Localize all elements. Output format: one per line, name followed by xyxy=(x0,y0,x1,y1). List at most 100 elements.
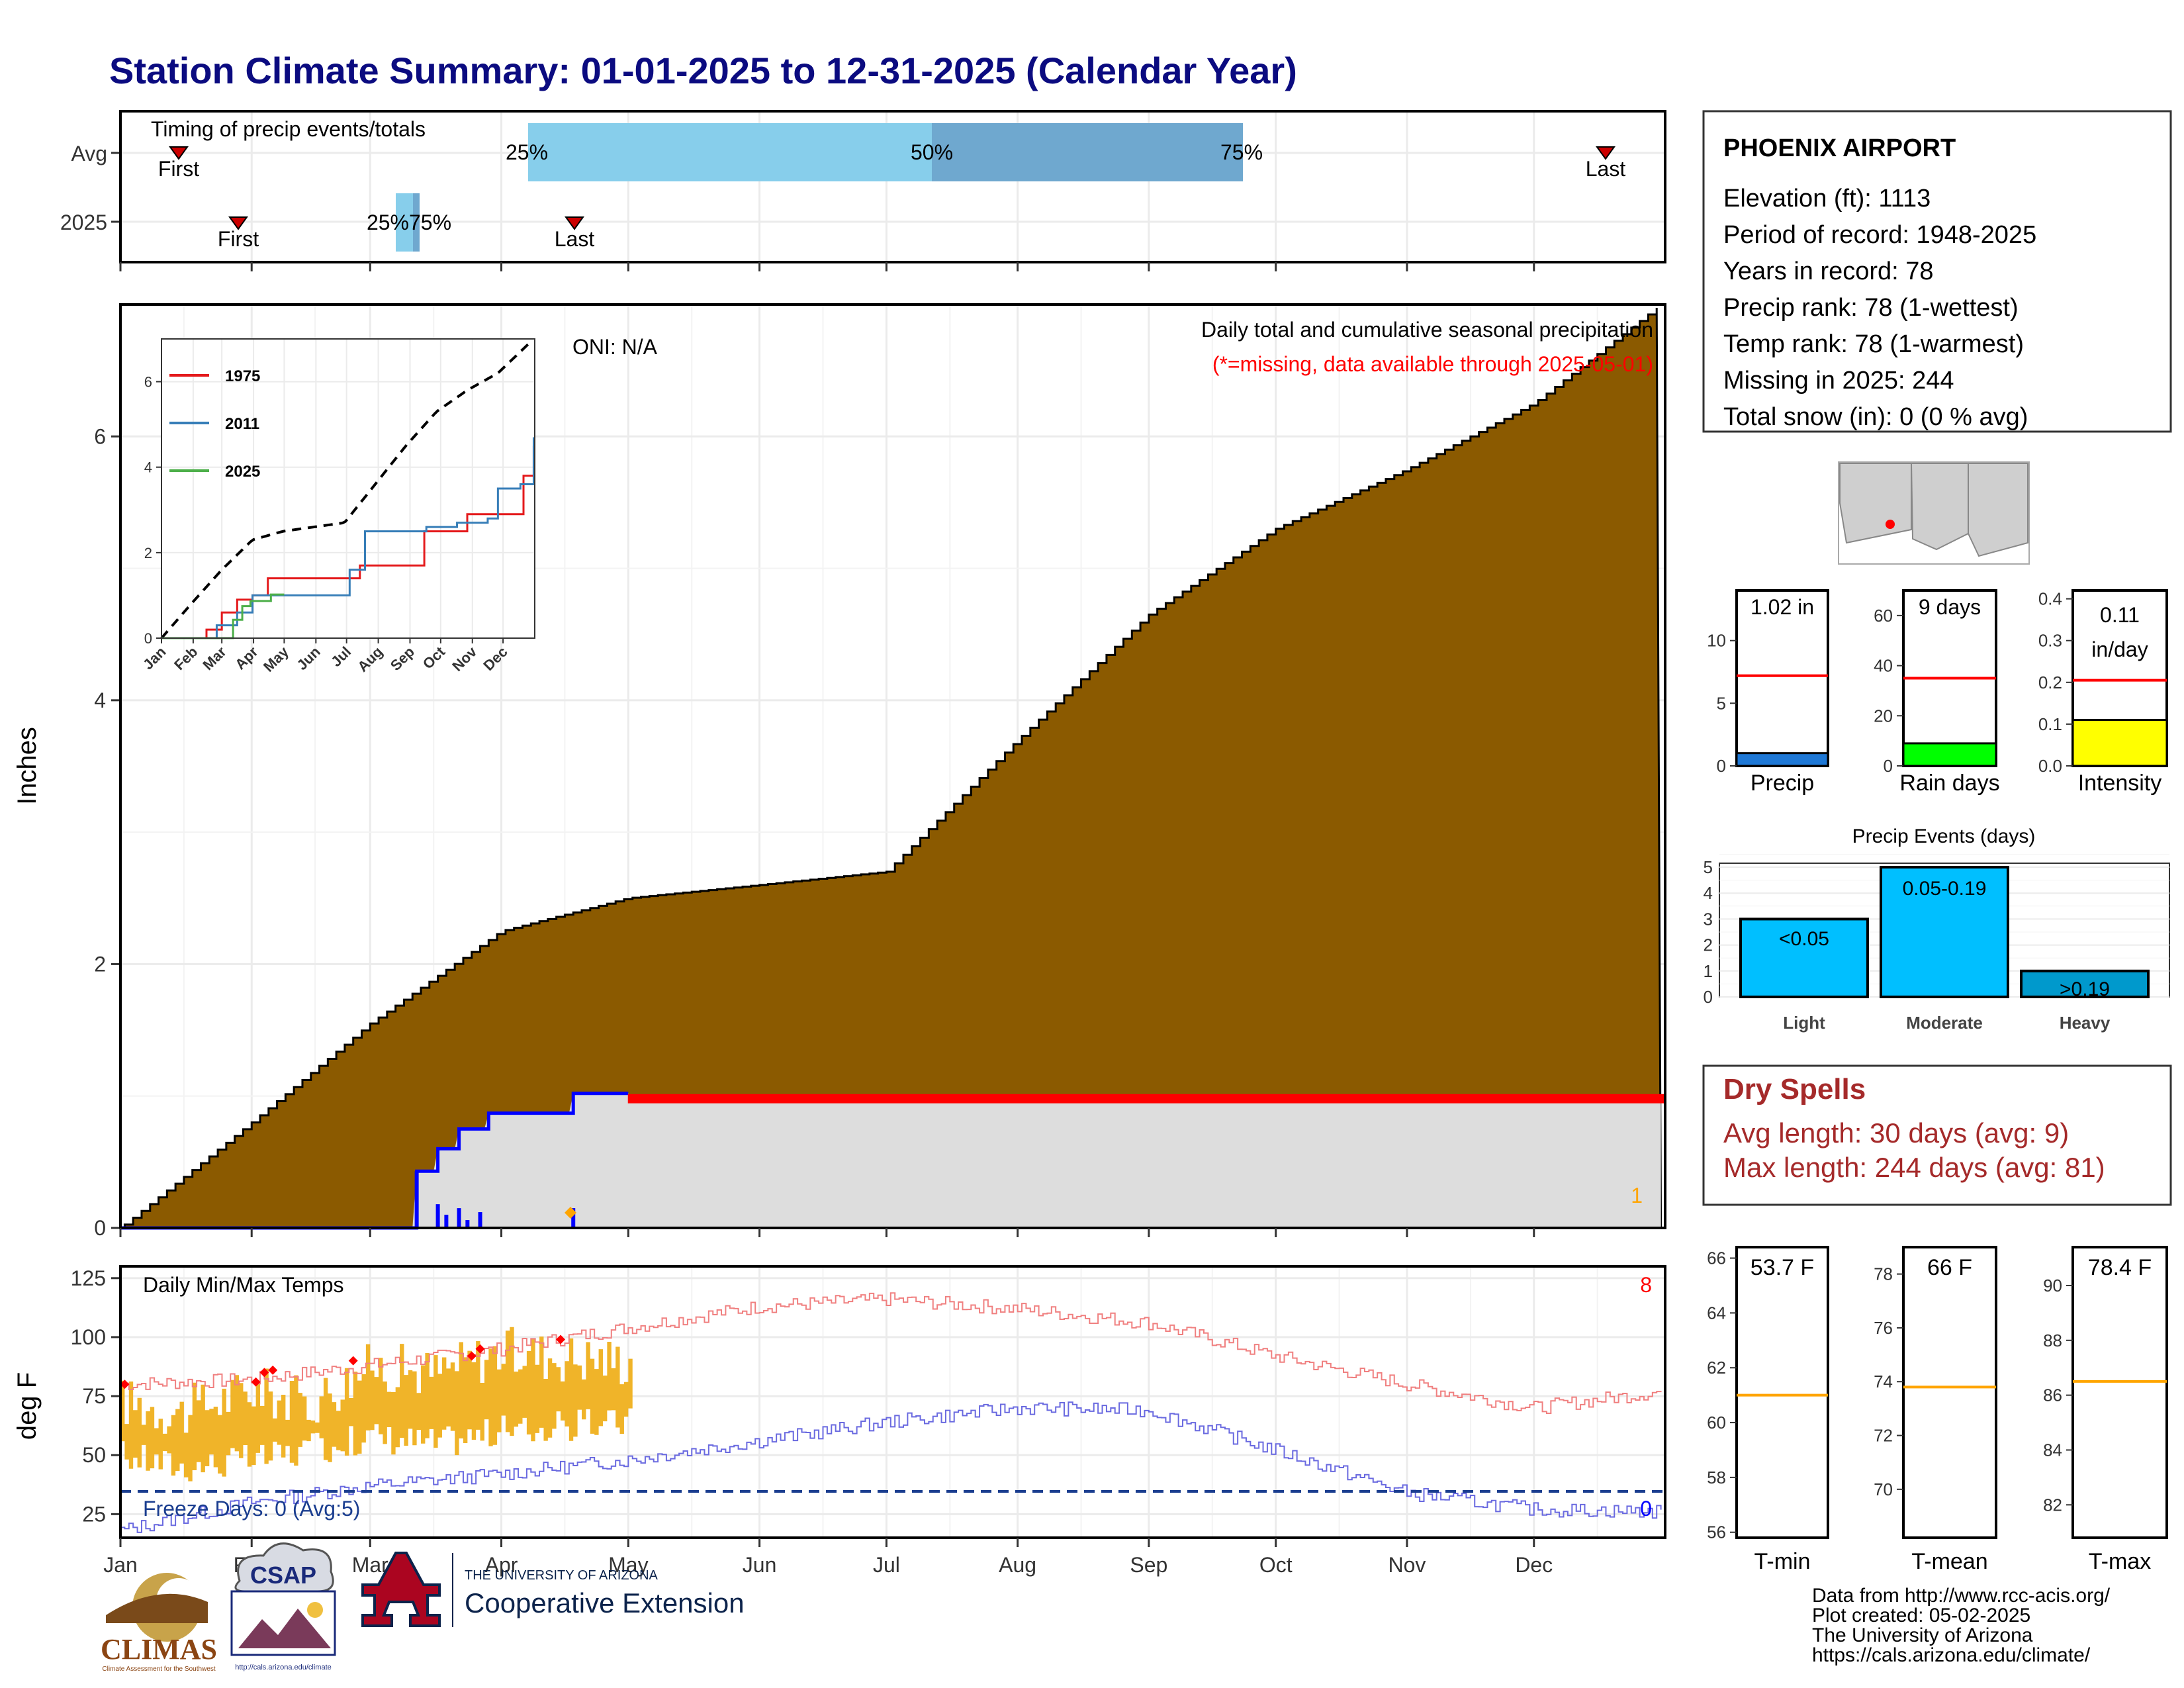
station-info-box: PHOENIX AIRPORT Elevation (ft): 1113 Peri… xyxy=(1702,110,2172,433)
dry-spells-title: Dry Spells xyxy=(1723,1073,1866,1105)
events-heavy-label: >0.19 xyxy=(2060,978,2110,1000)
daily-precip-bar xyxy=(457,1208,461,1228)
tmean-label: T-mean xyxy=(1911,1549,1987,1574)
timing-row-2025: 2025 xyxy=(60,211,107,234)
avg-last-marker xyxy=(1596,146,1615,160)
month-label: Jun xyxy=(743,1553,777,1577)
daily-precip-bar xyxy=(444,1215,449,1228)
inset-series-1975 xyxy=(161,445,535,639)
credit-line-3: The University of Arizona xyxy=(1812,1624,2033,1646)
precip-missing-note: (*=missing, data available through 2025-… xyxy=(1212,352,1653,376)
daily-precip-bar xyxy=(435,1204,440,1228)
ua-logo: THE UNIVERSITY OF ARIZONA Cooperative Ex… xyxy=(361,1552,745,1627)
stat-ytick-label: 0 xyxy=(1884,756,1893,776)
events-light-label: <0.05 xyxy=(1779,928,1829,950)
events-bar-moderate xyxy=(1880,866,2009,998)
legend-2011-label: 2011 xyxy=(225,415,259,433)
precip-ytick-label: 4 xyxy=(94,688,106,712)
tmin-label: T-min xyxy=(1754,1549,1811,1574)
temp-ytick-label: 50 xyxy=(82,1443,106,1467)
inset-xtick-label: Nov xyxy=(449,643,480,675)
ua-small-text: THE UNIVERSITY OF ARIZONA xyxy=(465,1568,659,1583)
stat-ytick-label: 40 xyxy=(1874,656,1893,676)
map-arizona xyxy=(1910,463,1969,551)
temp-box-ytick-label: 64 xyxy=(1707,1303,1726,1323)
daily-precip-bar xyxy=(478,1212,482,1228)
events-bar-heavy xyxy=(2020,969,2150,999)
inset-xtick-label: May xyxy=(260,643,292,675)
station-info-line: Years in record: 78 xyxy=(1723,258,1934,285)
inset-xtick-label: Aug xyxy=(354,643,386,675)
inset-xtick-label: Apr xyxy=(232,643,261,673)
events-ytick-label: 1 xyxy=(1704,961,1713,981)
stat-bar-labels: 1.02 in Precip 9 days Rain days 0.11 in/… xyxy=(1751,595,2162,796)
legend-2025-label: 2025 xyxy=(225,463,260,481)
inset-xtick-label: Sep xyxy=(387,643,418,674)
inset-average-line xyxy=(160,339,534,639)
record-high-marker xyxy=(348,1356,358,1366)
daily-precip-bar xyxy=(571,1208,576,1228)
inset-xtick-label: Jun xyxy=(294,643,324,673)
temp-box-labels: 53.7 F T-min 66 F T-mean 78.4 F T-max xyxy=(1751,1255,2152,1574)
tmax-value: 78.4 F xyxy=(2088,1255,2152,1280)
events-ytick-label: 0 xyxy=(1704,987,1713,1007)
footer-credits: Data from http://www.rcc-acis.org/ Plot … xyxy=(1812,1585,2111,1666)
stat-ytick-label: 0.1 xyxy=(2038,714,2062,734)
csap-url: http://cals.arizona.edu/climate xyxy=(235,1664,332,1671)
observed-temp-band xyxy=(120,1327,633,1481)
station-info-line: Elevation (ft): 1113 xyxy=(1723,185,1931,212)
stat-ytick-label: 0.2 xyxy=(2038,673,2062,692)
precip-count-label: 1 xyxy=(1631,1184,1643,1207)
events-bar-light xyxy=(1739,917,1869,999)
month-label: May xyxy=(608,1553,648,1577)
inset-xtick-label: Oct xyxy=(420,643,449,672)
inset-ytick-label: 4 xyxy=(144,459,152,476)
month-label: Jan xyxy=(103,1553,138,1577)
inset-series-2011 xyxy=(161,437,535,639)
tmean-value: 66 F xyxy=(1927,1255,1972,1280)
record-high-marker xyxy=(251,1377,261,1387)
temp-box-ytick-label: 78 xyxy=(1874,1264,1893,1284)
inset-ytick-label: 0 xyxy=(144,630,152,647)
normal-max-line xyxy=(120,1292,1662,1415)
dry-spells-avg: Avg length: 30 days (avg: 9) xyxy=(1723,1117,2069,1149)
credit-line-1: Data from http://www.rcc-acis.org/ xyxy=(1812,1585,2111,1607)
inset-ytick-label: 6 xyxy=(144,374,152,391)
csap-wordmark: CSAP xyxy=(250,1562,316,1589)
oni-label: ONI: N/A xyxy=(572,335,658,359)
location-map xyxy=(1838,461,2030,565)
temp-box-frame-0 xyxy=(1735,1246,1829,1539)
precip-note: Daily total and cumulative seasonal prec… xyxy=(1201,318,1653,342)
avg-first-label: First xyxy=(158,157,199,181)
intensity-bar-label: Intensity xyxy=(2078,771,2162,796)
precip-ytick-label: 6 xyxy=(94,424,106,448)
temp-ytick-label: 125 xyxy=(71,1266,106,1290)
dry-spells-box: Dry Spells Avg length: 30 days (avg: 9) … xyxy=(1702,1064,2172,1206)
intensity-bar-value: 0.11 xyxy=(2100,603,2140,627)
precip-bar-value: 1.02 in xyxy=(1751,595,1814,619)
stat-ytick-label: 5 xyxy=(1717,693,1726,713)
stat-ytick-label: 0 xyxy=(1717,756,1726,776)
temp-box-ytick-label: 74 xyxy=(1874,1372,1893,1391)
y2025-25-50-band xyxy=(396,193,413,252)
precip-ylabel: Inches xyxy=(13,727,42,805)
inset-xtick-label: Jul xyxy=(328,643,354,670)
temp-box-ytick-label: 60 xyxy=(1707,1413,1726,1432)
temp-box-ytick-label: 90 xyxy=(2043,1276,2062,1295)
temp-summary-boxes: 56 58 60 62 64 66 70 72 74 76 78 82 84 86 88 90 xyxy=(1707,1246,2168,1542)
temp-ytick-label: 100 xyxy=(71,1325,106,1349)
timing-row-avg: Avg xyxy=(71,142,107,165)
legend-1975-label: 1975 xyxy=(225,367,260,385)
stat-ytick-label: 20 xyxy=(1874,706,1893,726)
events-title: Precip Events (days) xyxy=(1852,825,2036,847)
record-high-marker xyxy=(268,1365,278,1375)
temp-ytick-label: 25 xyxy=(82,1502,106,1526)
events-ytick-label: 2 xyxy=(1704,935,1713,955)
stat-value-bar-0 xyxy=(1735,752,1829,767)
record-high-marker xyxy=(467,1351,477,1361)
stat-ytick-label: 60 xyxy=(1874,606,1893,626)
events-ytick-label: 3 xyxy=(1704,909,1713,929)
inset-xtick-label: Feb xyxy=(171,643,201,673)
